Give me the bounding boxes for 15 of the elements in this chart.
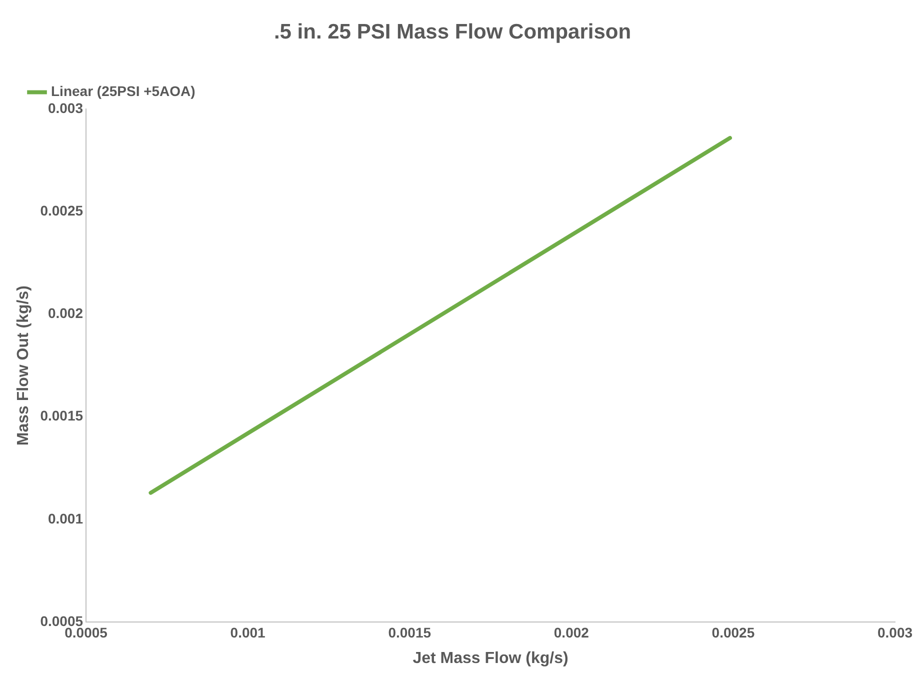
legend-label: Linear (25PSI +5AOA) [51,83,196,100]
y-axis-title: Mass Flow Out (kg/s) [15,286,32,446]
y-tick-label: 0.003 [48,100,84,116]
x-tick-label: 0.0025 [712,624,755,640]
y-tick-label: 0.0005 [40,612,84,629]
x-tick-label: 0.003 [877,624,913,640]
x-tick-label: 0.0015 [388,624,432,640]
x-tick-label: 0.001 [230,624,266,640]
y-tick-label: 0.0015 [40,408,84,424]
x-tick-label: 0.002 [554,624,590,640]
y-tick-label: 0.001 [48,510,84,526]
x-axis-title: Jet Mass Flow (kg/s) [412,650,568,667]
y-tick-label: 0.002 [48,305,84,322]
y-tick-label: 0.0025 [40,202,84,219]
chart-title: .5 in. 25 PSI Mass Flow Comparison [274,20,632,44]
